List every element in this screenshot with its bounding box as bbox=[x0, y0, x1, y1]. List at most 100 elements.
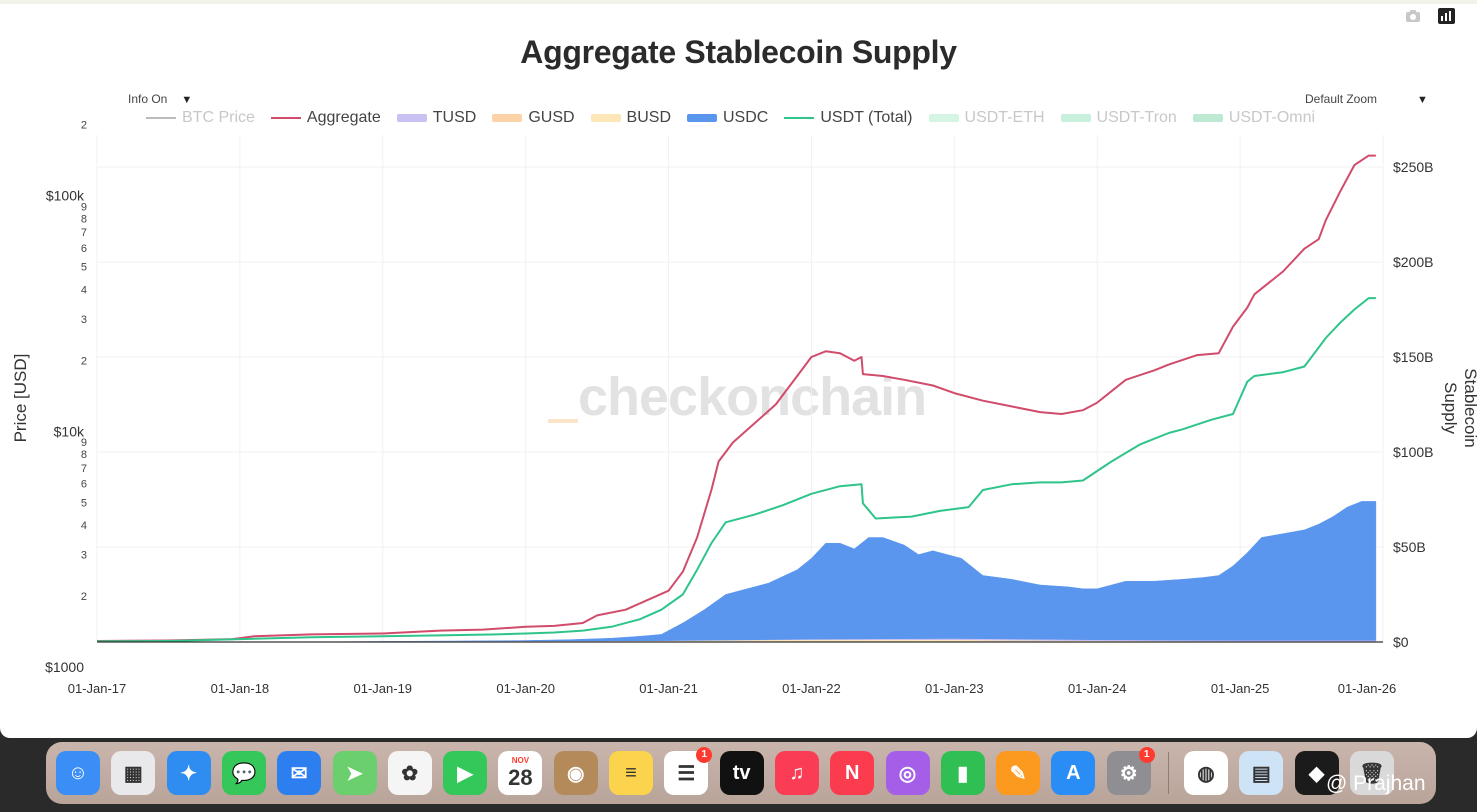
maps-icon[interactable]: ➤ bbox=[332, 751, 377, 795]
y-left-minor-tick-label: 2 bbox=[81, 120, 87, 132]
x-tick-label: 01-Jan-26 bbox=[1338, 681, 1397, 696]
legend-item-usdt-total[interactable]: USDT (Total) bbox=[784, 109, 913, 127]
calendar-month: NOV bbox=[511, 755, 530, 765]
legend-item-tusd[interactable]: TUSD bbox=[396, 109, 477, 127]
numbers-icon[interactable]: ▮ bbox=[940, 751, 985, 795]
y-left-tick-label: $10k bbox=[54, 423, 85, 439]
app-cube-icon[interactable]: ◆ bbox=[1294, 751, 1339, 795]
top-border bbox=[0, 0, 1477, 4]
y-left-minor-tick-label: 9 bbox=[81, 437, 87, 449]
contacts-icon[interactable]: ◉ bbox=[553, 751, 598, 795]
zoom-dropdown[interactable]: Default Zoom ▼ bbox=[1305, 92, 1428, 106]
bar-chart-icon[interactable] bbox=[1438, 8, 1455, 24]
preview-icon[interactable]: ▤ bbox=[1239, 751, 1284, 795]
photos-icon[interactable]: ✿ bbox=[387, 751, 432, 795]
legend-item-usdt-omni[interactable]: USDT-Omni bbox=[1192, 109, 1316, 127]
legend-item-gusd[interactable]: GUSD bbox=[492, 109, 575, 127]
legend-swatch bbox=[396, 114, 427, 122]
legend-label: TUSD bbox=[432, 109, 477, 126]
y-left-minor-tick-label: 3 bbox=[81, 314, 87, 326]
legend-label: USDT-Tron bbox=[1096, 109, 1177, 126]
launchpad-icon[interactable]: ▦ bbox=[111, 751, 156, 795]
y-left-minor-tick-label: 7 bbox=[81, 463, 87, 475]
camera-icon[interactable] bbox=[1405, 9, 1421, 23]
x-tick-label: 01-Jan-24 bbox=[1068, 681, 1127, 696]
y-left-minor-tick-label: 5 bbox=[81, 262, 87, 274]
legend-label: BUSD bbox=[626, 109, 671, 126]
series-line-usdt-total bbox=[96, 297, 1376, 643]
y-left-tick-label: $1000 bbox=[45, 659, 84, 675]
reminders-icon[interactable]: ☰ 1 bbox=[664, 747, 713, 795]
y-left-minor-tick-label: 9 bbox=[81, 201, 87, 213]
tv-icon[interactable]: tv bbox=[719, 751, 764, 795]
system-settings-icon[interactable]: ⚙ 1 bbox=[1106, 747, 1155, 795]
legend-item-usdt-eth[interactable]: USDT-ETH bbox=[928, 109, 1045, 127]
y-right-tick-label: $200B bbox=[1393, 254, 1433, 270]
notification-badge: 1 bbox=[696, 747, 713, 763]
watermark-mark bbox=[548, 419, 578, 423]
legend-swatch bbox=[928, 114, 959, 122]
y-right-tick-label: $150B bbox=[1393, 349, 1433, 365]
legend-item-btc-price[interactable]: BTC Price bbox=[146, 109, 255, 127]
info-toggle-dropdown[interactable]: Info On ▼ bbox=[128, 92, 192, 106]
x-tick-label: 01-Jan-19 bbox=[354, 681, 413, 696]
watermark: checkonchain bbox=[578, 367, 927, 427]
y-left-minor-tick-label: 8 bbox=[81, 449, 87, 461]
chrome-icon[interactable]: ◍ bbox=[1184, 751, 1228, 795]
y-left-minor-tick-label: 2 bbox=[81, 355, 87, 367]
news-icon[interactable]: N bbox=[830, 751, 875, 795]
facetime-icon[interactable]: ▶ bbox=[443, 751, 488, 795]
legend-swatch bbox=[590, 114, 621, 122]
chart-panel: Aggregate Stablecoin Supply Info On ▼ Def… bbox=[0, 0, 1477, 738]
pages-icon[interactable]: ✎ bbox=[996, 751, 1041, 795]
y-right-tick-label: $100B bbox=[1393, 444, 1433, 460]
y-left-minor-tick-label: 4 bbox=[81, 520, 87, 532]
music-icon[interactable]: ♫ bbox=[774, 751, 819, 795]
notification-badge: 1 bbox=[1138, 747, 1155, 763]
x-tick-label: 01-Jan-17 bbox=[68, 681, 127, 696]
chevron-down-icon: ▼ bbox=[1417, 94, 1428, 106]
safari-icon[interactable]: ✦ bbox=[166, 751, 211, 795]
series-line-aggregate bbox=[96, 154, 1376, 642]
x-tick-label: 01-Jan-21 bbox=[639, 681, 698, 696]
trash-icon[interactable]: 🗑 bbox=[1349, 751, 1394, 795]
y-left-minor-tick-label: 4 bbox=[81, 284, 87, 296]
credit-text: @ Prajhan bbox=[1326, 772, 1426, 795]
macos-dock: ☺ ▦ ✦ 💬 ✉ ➤ ✿ ▶ NOV 28 ◉ ≡ ☰ 1 tv ♫ N ◎ ▮ ✎ A ⚙ 1 ◍ ▤ ◆ 🗑 bbox=[46, 742, 1436, 804]
legend-item-aggregate[interactable]: Aggregate bbox=[270, 109, 381, 127]
legend-label: Aggregate bbox=[306, 109, 381, 126]
legend-label: BTC Price bbox=[182, 109, 255, 126]
y-left-minor-tick-label: 6 bbox=[81, 243, 87, 255]
y-right-tick-label: $0 bbox=[1393, 634, 1409, 650]
calendar-icon[interactable]: NOV 28 bbox=[498, 751, 543, 795]
chart-legend: BTC Price Aggregate TUSD GUSD BUSD USDC USDT (… bbox=[146, 108, 1331, 128]
info-toggle-label: Info On bbox=[128, 92, 168, 106]
legend-item-usdt-tron[interactable]: USDT-Tron bbox=[1060, 109, 1177, 127]
legend-label: USDT-ETH bbox=[964, 109, 1045, 126]
zoom-label: Default Zoom bbox=[1305, 92, 1378, 106]
legend-swatch bbox=[687, 114, 717, 122]
y-left-minor-tick-label: 6 bbox=[81, 479, 87, 491]
y-left-minor-tick-label: 5 bbox=[81, 497, 87, 509]
legend-item-usdc[interactable]: USDC bbox=[687, 109, 768, 127]
legend-label: USDT (Total) bbox=[820, 109, 913, 126]
mail-icon[interactable]: ✉ bbox=[277, 751, 322, 795]
legend-label: GUSD bbox=[528, 109, 575, 126]
chevron-down-icon: ▼ bbox=[181, 94, 193, 106]
x-tick-label: 01-Jan-22 bbox=[782, 681, 841, 696]
chart-title: Aggregate Stablecoin Supply bbox=[520, 34, 957, 70]
dock-separator bbox=[1168, 752, 1169, 794]
x-tick-label: 01-Jan-18 bbox=[211, 681, 270, 696]
podcasts-icon[interactable]: ◎ bbox=[885, 751, 930, 795]
app-store-icon[interactable]: A bbox=[1051, 751, 1096, 795]
notes-icon[interactable]: ≡ bbox=[609, 751, 653, 795]
legend-label: USDT-Omni bbox=[1228, 109, 1316, 126]
chart-plot: 01-Jan-17 01-Jan-18 01-Jan-19 01-Jan-20 01-J… bbox=[45, 120, 1433, 696]
messages-icon[interactable]: 💬 bbox=[221, 751, 266, 795]
legend-item-busd[interactable]: BUSD bbox=[590, 109, 671, 127]
finder-icon[interactable]: ☺ bbox=[56, 751, 100, 795]
y-right-tick-label: $250B bbox=[1393, 159, 1433, 175]
legend-swatch bbox=[784, 117, 815, 119]
x-tick-label: 01-Jan-25 bbox=[1211, 681, 1270, 696]
y-left-tick-label: $100k bbox=[46, 188, 85, 204]
